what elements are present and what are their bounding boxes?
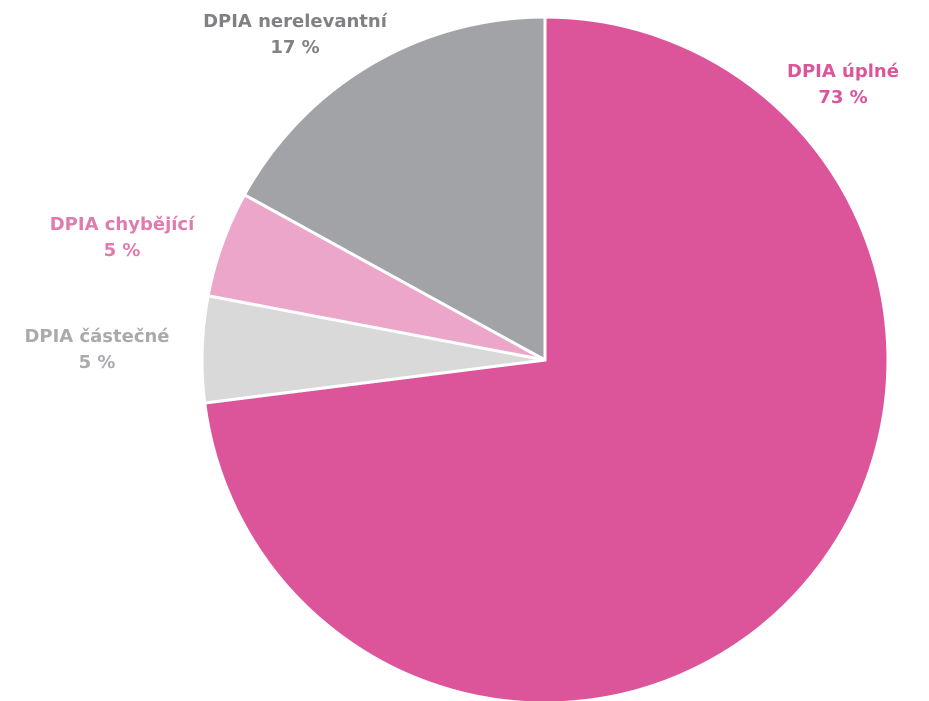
slice-label: DPIA nerelevantní [203, 11, 388, 32]
slice-label: DPIA chybějící [50, 214, 195, 235]
pie-slice [242, 15, 547, 362]
slice-label: DPIA částečné [24, 326, 169, 347]
slice-value-label: 5 % [79, 352, 116, 373]
slice-value-label: 5 % [104, 240, 141, 261]
slice-value-label: 17 % [270, 37, 319, 58]
slice-label: DPIA úplné [787, 61, 899, 82]
slice-value-label: 73 % [818, 87, 867, 108]
